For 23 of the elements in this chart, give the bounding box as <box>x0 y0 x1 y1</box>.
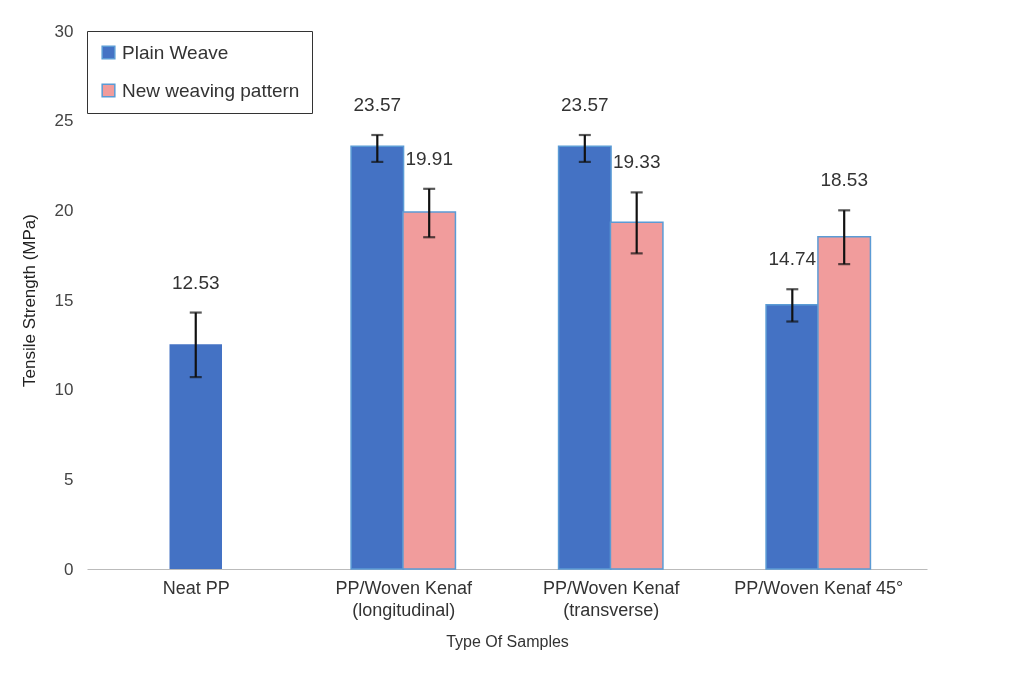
x-tick-label: PP/Woven Kenaf (transverse) <box>542 577 681 620</box>
y-tick-label: 20 <box>54 200 74 220</box>
x-tick-label: Neat PP <box>162 577 230 598</box>
x-tick-label: PP/Woven Kenaf 45° <box>734 577 904 598</box>
y-axis-title: Tensile Strength (MPa) <box>19 214 39 387</box>
y-tick-label: 25 <box>54 111 74 131</box>
data-label: 18.53 <box>820 169 868 191</box>
y-tick-label: 0 <box>64 559 74 579</box>
data-label: 23.57 <box>561 94 609 116</box>
legend-label: New weaving pattern <box>122 79 300 101</box>
data-label: 23.57 <box>353 94 402 116</box>
data-label: 14.74 <box>768 248 817 270</box>
legend-label: Plain Weave <box>122 41 229 63</box>
y-tick-label: 10 <box>54 380 74 400</box>
x-axis-title: Type Of Samples <box>446 632 569 650</box>
y-tick-label: 5 <box>64 469 74 489</box>
y-tick-label: 30 <box>54 21 74 41</box>
bar <box>169 344 222 569</box>
data-label: 19.33 <box>612 151 661 173</box>
x-tick-label: PP/Woven Kenaf (longitudinal) <box>335 577 474 620</box>
data-label: 19.91 <box>405 147 453 169</box>
y-tick-label: 15 <box>54 290 74 310</box>
data-label: 12.53 <box>171 271 220 293</box>
